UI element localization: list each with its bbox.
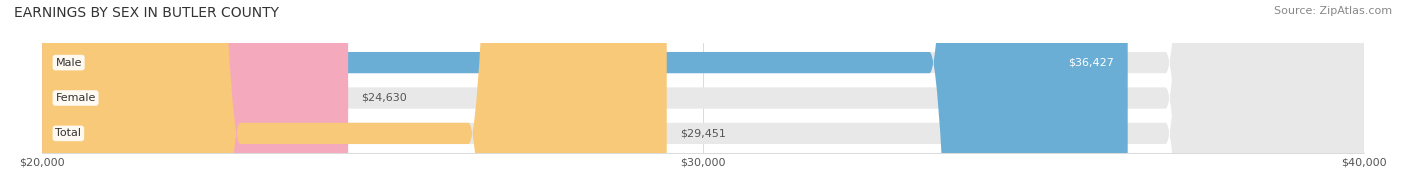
Text: $29,451: $29,451 (681, 128, 725, 138)
FancyBboxPatch shape (42, 0, 349, 196)
Text: Total: Total (55, 128, 82, 138)
FancyBboxPatch shape (42, 0, 1364, 196)
Text: EARNINGS BY SEX IN BUTLER COUNTY: EARNINGS BY SEX IN BUTLER COUNTY (14, 6, 278, 20)
Text: $24,630: $24,630 (361, 93, 408, 103)
Text: Male: Male (55, 58, 82, 68)
Text: Female: Female (55, 93, 96, 103)
FancyBboxPatch shape (42, 0, 1364, 196)
FancyBboxPatch shape (42, 0, 1364, 196)
Text: Source: ZipAtlas.com: Source: ZipAtlas.com (1274, 6, 1392, 16)
FancyBboxPatch shape (42, 0, 1128, 196)
Text: $36,427: $36,427 (1069, 58, 1115, 68)
FancyBboxPatch shape (42, 0, 666, 196)
